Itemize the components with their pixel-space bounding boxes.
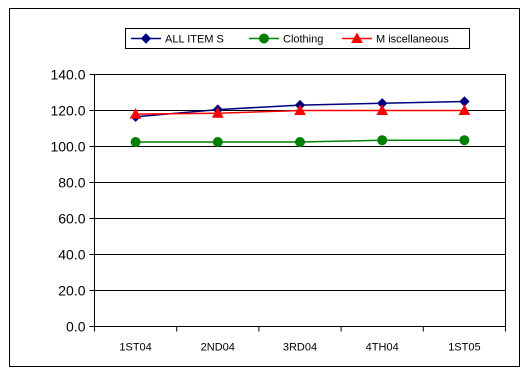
y-tick-label: 20.0 <box>58 283 85 299</box>
data-point-triangle <box>294 104 306 115</box>
x-tick-label: 1ST05 <box>448 342 480 354</box>
data-point-triangle <box>376 104 389 115</box>
data-point-circle <box>295 137 305 147</box>
plot-area <box>94 74 506 327</box>
legend-marker <box>140 33 152 44</box>
y-tick-label: 60.0 <box>58 211 85 227</box>
x-tick-label: 2ND04 <box>201 342 235 354</box>
legend-marker <box>259 33 269 44</box>
data-point-triangle <box>211 107 224 118</box>
x-tick-label: 1ST04 <box>119 342 151 354</box>
data-point-circle <box>377 135 388 146</box>
data-point-triangle <box>458 104 471 115</box>
y-tick-label: 100.0 <box>50 139 85 155</box>
x-tick-label: 4TH04 <box>366 342 399 354</box>
series <box>129 96 471 147</box>
legend-label: ALL ITEM S <box>165 34 224 46</box>
x-tick-label: 3RD04 <box>283 342 317 354</box>
y-tick-label: 120.0 <box>50 103 85 119</box>
legend-box <box>125 28 470 49</box>
axes: 0.0 20.0 40.0 60.0 80.0 100.0 120.0 140.0 1ST04 2… <box>50 67 506 354</box>
y-tick-label: 140.0 <box>50 67 85 83</box>
legend: ALL ITEM S Clothing M iscellaneous <box>125 28 470 49</box>
data-point-circle <box>459 135 470 146</box>
legend-marker <box>351 32 363 43</box>
y-tick-label: 40.0 <box>58 247 85 263</box>
data-point-circle <box>130 137 141 147</box>
data-point-circle <box>212 137 223 147</box>
legend-label: M iscellaneous <box>376 34 449 46</box>
legend-label: Clothing <box>283 34 323 46</box>
y-tick-label: 80.0 <box>58 175 85 191</box>
y-tick-label: 0.0 <box>66 319 86 335</box>
data-point-triangle <box>129 108 142 119</box>
